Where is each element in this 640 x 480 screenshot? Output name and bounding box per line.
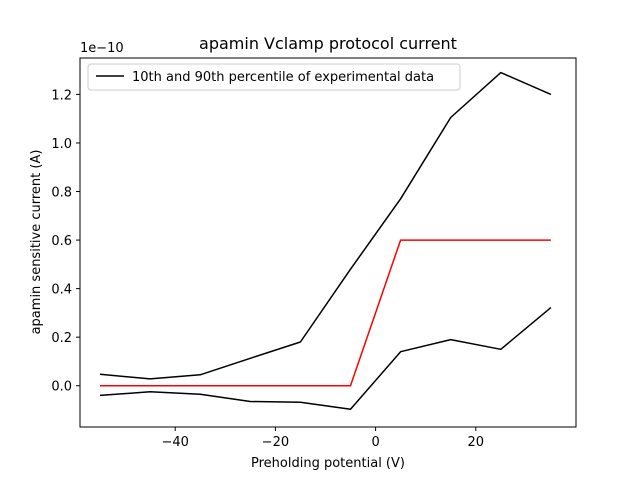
- series-line-3: [100, 239, 551, 387]
- legend-label: 10th and 90th percentile of experimental…: [132, 70, 434, 85]
- series-line-2: [99, 307, 552, 411]
- x-tick-label: 0: [371, 435, 379, 450]
- y-tick-label: 0.4: [51, 283, 72, 298]
- axes-frame: [79, 57, 577, 428]
- series-line-1: [99, 71, 552, 380]
- y-tick-label: 0.2: [51, 331, 72, 346]
- x-tick-label: 20: [468, 435, 485, 450]
- y-tick-label: 0.6: [51, 234, 72, 249]
- legend-box: [87, 63, 461, 91]
- y-tick-label: 1.0: [51, 137, 72, 152]
- x-tick-label: −40: [161, 435, 188, 450]
- x-axis-label: Preholding potential (V): [251, 456, 405, 471]
- y-tick-label: 0.8: [51, 186, 72, 201]
- y-tick-label: 0.0: [51, 380, 72, 395]
- plot-area: −40 −20 0 20 0.0 0.2 0.4 0.6 0.8 1.0 1.2: [51, 71, 552, 450]
- x-tick-label: −20: [262, 435, 289, 450]
- y-axis-label: apamin sensitive current (A): [29, 150, 44, 335]
- y-tick-label: 1.2: [51, 88, 72, 103]
- y-offset-label: 1e−10: [80, 41, 124, 56]
- legend: 10th and 90th percentile of experimental…: [87, 63, 461, 91]
- chart-title: apamin Vclamp protocol current: [199, 34, 457, 53]
